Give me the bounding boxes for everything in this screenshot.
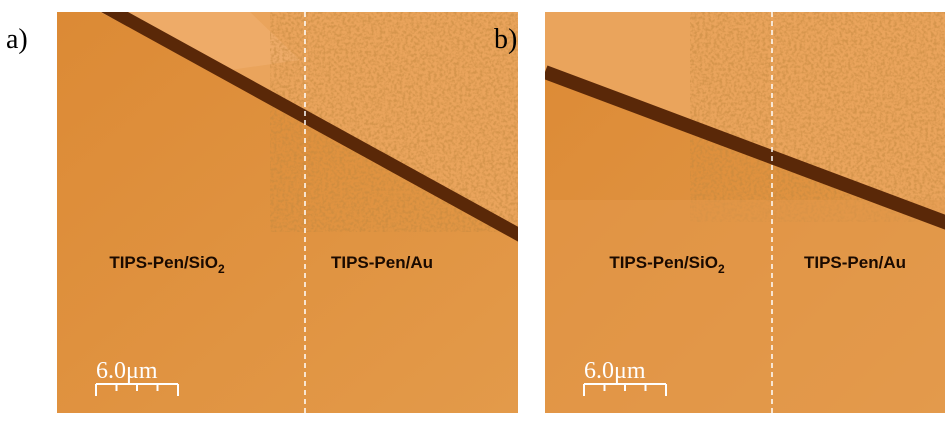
text-part: TIPS-Pen/SiO [109,253,218,272]
panel-b: b) TIPS-Pen/SiO2 TIPS-Pen/Au 6.0μm [494,12,950,413]
text-part: 2 [718,262,725,276]
scale-label: 6.0μm [584,358,646,384]
panel-a: a) TIPS-Pen/SiO2 TIPS-Pen/Au 6.0μm [6,4,525,413]
figure: a) TIPS-Pen/SiO2 TIPS-Pen/Au 6.0μm b) TI… [0,0,950,423]
region-label: TIPS-Pen/Au [331,253,433,272]
text-part: TIPS-Pen/SiO [609,253,718,272]
panel-label: b) [494,24,517,55]
text-part: 2 [218,262,225,276]
scale-label: 6.0μm [96,358,158,384]
panel-label: a) [6,24,28,55]
region-label: TIPS-Pen/Au [804,253,906,272]
